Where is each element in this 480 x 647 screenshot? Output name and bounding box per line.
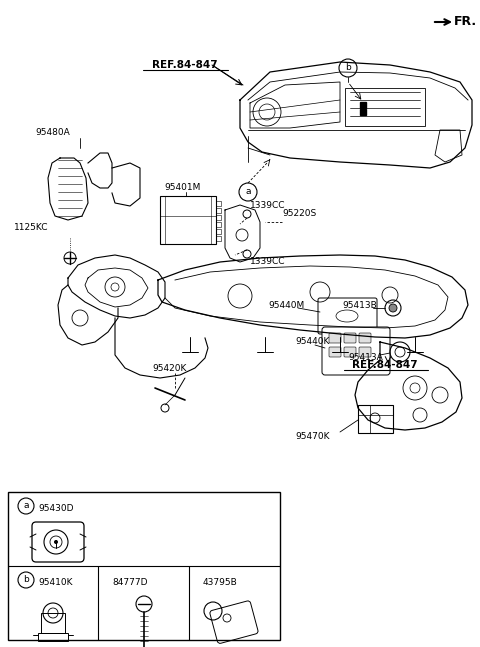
- FancyBboxPatch shape: [359, 333, 371, 343]
- Text: 95220S: 95220S: [282, 209, 316, 218]
- Bar: [216, 222, 221, 227]
- Text: REF.84-847: REF.84-847: [152, 60, 218, 70]
- Text: a: a: [245, 188, 251, 197]
- Text: 1339CC: 1339CC: [250, 257, 286, 266]
- Text: FR.: FR.: [454, 15, 477, 28]
- Text: 95410K: 95410K: [38, 578, 72, 587]
- Text: 84777D: 84777D: [112, 578, 147, 587]
- Text: 95413A: 95413A: [348, 353, 383, 362]
- Text: 95470K: 95470K: [295, 432, 329, 441]
- FancyBboxPatch shape: [318, 298, 377, 334]
- FancyBboxPatch shape: [329, 333, 341, 343]
- Bar: [358, 405, 393, 433]
- Bar: [216, 215, 221, 220]
- Bar: [38, 633, 68, 641]
- FancyBboxPatch shape: [344, 333, 356, 343]
- Text: 95401M: 95401M: [164, 183, 200, 192]
- Text: 43795B: 43795B: [203, 578, 238, 587]
- Text: b: b: [345, 63, 351, 72]
- Bar: [216, 229, 221, 234]
- Bar: [345, 88, 425, 126]
- Text: 95480A: 95480A: [35, 128, 70, 137]
- Text: 1125KC: 1125KC: [14, 223, 48, 232]
- Circle shape: [389, 304, 397, 312]
- FancyBboxPatch shape: [322, 327, 390, 375]
- Text: 95420K: 95420K: [152, 364, 186, 373]
- Text: REF.84-847: REF.84-847: [352, 360, 418, 370]
- Bar: [8, 492, 280, 640]
- Text: 95440M: 95440M: [268, 300, 304, 309]
- Text: 95413B: 95413B: [342, 300, 377, 309]
- Text: a: a: [23, 501, 29, 510]
- Bar: [216, 208, 221, 213]
- Bar: [216, 201, 221, 206]
- Text: b: b: [23, 575, 29, 584]
- Text: 1339CC: 1339CC: [250, 201, 286, 210]
- FancyBboxPatch shape: [329, 347, 341, 357]
- FancyBboxPatch shape: [359, 347, 371, 357]
- Bar: [160, 196, 216, 244]
- Text: 95430D: 95430D: [38, 504, 73, 513]
- FancyBboxPatch shape: [344, 347, 356, 357]
- Text: 95440K: 95440K: [295, 338, 329, 347]
- Circle shape: [54, 540, 58, 544]
- Bar: [216, 236, 221, 241]
- Bar: [41, 613, 65, 633]
